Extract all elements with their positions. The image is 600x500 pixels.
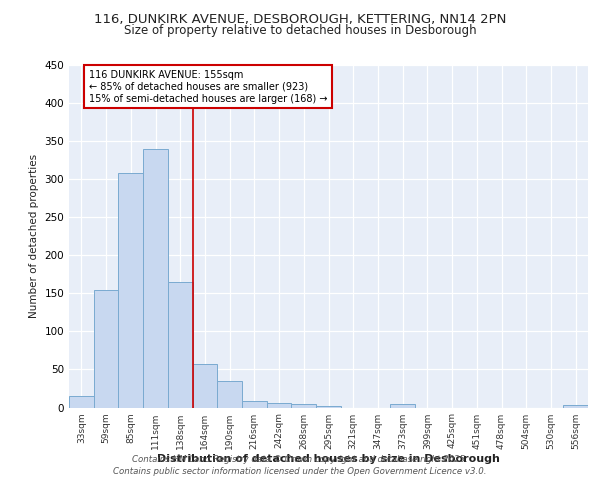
Bar bbox=[316, 406, 341, 407]
Text: Contains HM Land Registry data © Crown copyright and database right 2025.: Contains HM Land Registry data © Crown c… bbox=[132, 455, 468, 464]
Bar bbox=[118, 173, 143, 408]
Text: Size of property relative to detached houses in Desborough: Size of property relative to detached ho… bbox=[124, 24, 476, 37]
Bar bbox=[69, 396, 94, 407]
Bar bbox=[94, 290, 118, 408]
Bar bbox=[193, 364, 217, 408]
Bar bbox=[267, 403, 292, 407]
Y-axis label: Number of detached properties: Number of detached properties bbox=[29, 154, 39, 318]
Text: 116 DUNKIRK AVENUE: 155sqm
← 85% of detached houses are smaller (923)
15% of sem: 116 DUNKIRK AVENUE: 155sqm ← 85% of deta… bbox=[89, 70, 327, 104]
Bar bbox=[563, 405, 588, 407]
Bar bbox=[143, 148, 168, 408]
Text: Contains public sector information licensed under the Open Government Licence v3: Contains public sector information licen… bbox=[113, 467, 487, 476]
Bar bbox=[168, 282, 193, 408]
X-axis label: Distribution of detached houses by size in Desborough: Distribution of detached houses by size … bbox=[157, 454, 500, 464]
Bar bbox=[292, 404, 316, 407]
Bar bbox=[242, 400, 267, 407]
Text: 116, DUNKIRK AVENUE, DESBOROUGH, KETTERING, NN14 2PN: 116, DUNKIRK AVENUE, DESBOROUGH, KETTERI… bbox=[94, 12, 506, 26]
Bar bbox=[217, 381, 242, 407]
Bar bbox=[390, 404, 415, 407]
